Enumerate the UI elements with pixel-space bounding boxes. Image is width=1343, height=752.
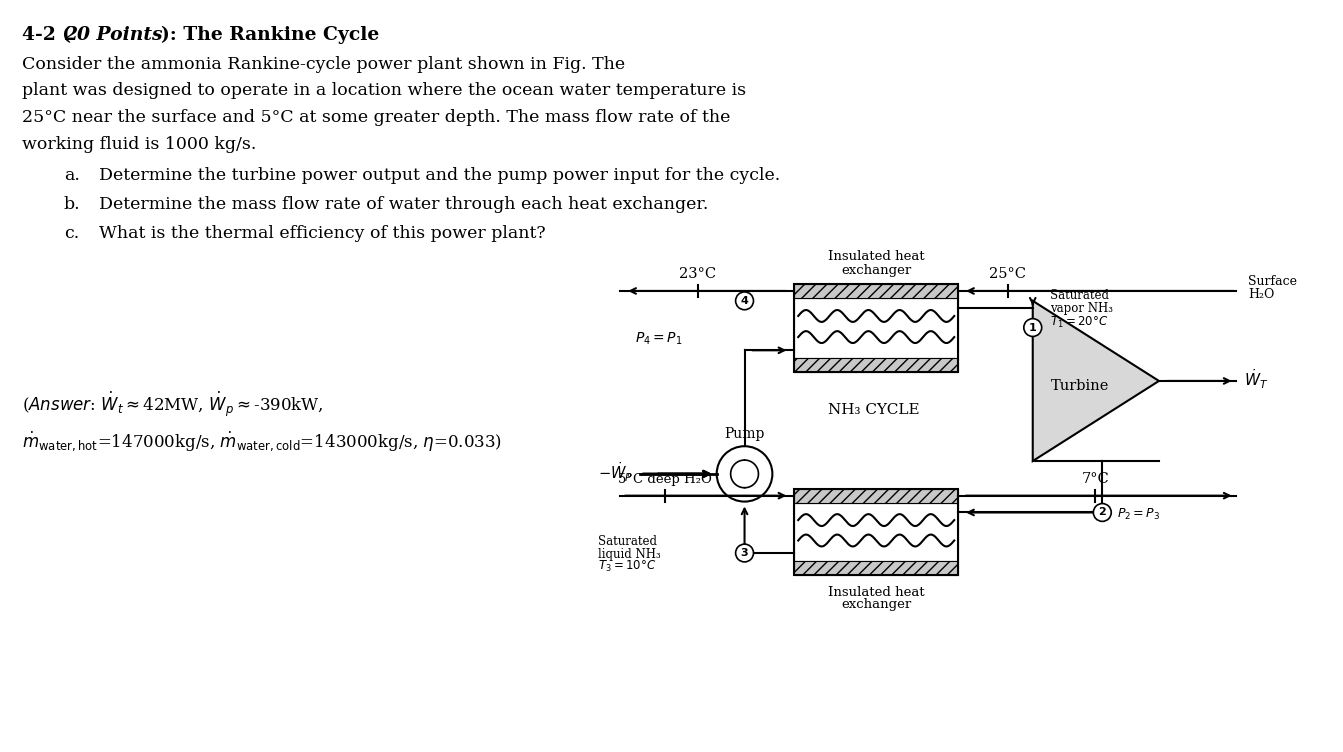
Text: $P_2=P_3$: $P_2=P_3$ xyxy=(1117,507,1160,522)
Text: $-\dot{W}_P$: $-\dot{W}_P$ xyxy=(599,460,634,484)
Text: $T_1 = 20°C$: $T_1 = 20°C$ xyxy=(1050,314,1108,330)
Bar xyxy=(794,284,958,298)
Text: 2: 2 xyxy=(1099,508,1107,517)
Text: c.: c. xyxy=(64,225,79,241)
Text: $T_3 = 10°C$: $T_3 = 10°C$ xyxy=(599,559,657,574)
Circle shape xyxy=(736,544,753,562)
Circle shape xyxy=(717,446,772,502)
Text: 4-2 (: 4-2 ( xyxy=(21,26,71,44)
Text: 1: 1 xyxy=(1029,323,1037,332)
Circle shape xyxy=(1023,319,1042,336)
Text: Determine the turbine power output and the pump power input for the cycle.: Determine the turbine power output and t… xyxy=(98,168,780,184)
Text: NH₃ CYCLE: NH₃ CYCLE xyxy=(827,402,920,417)
Text: Turbine: Turbine xyxy=(1052,379,1109,393)
Bar xyxy=(794,489,958,575)
Text: 3: 3 xyxy=(741,548,748,558)
Circle shape xyxy=(736,292,753,310)
Text: Saturated: Saturated xyxy=(1050,289,1108,302)
Text: ): The Rankine Cycle: ): The Rankine Cycle xyxy=(161,26,380,44)
Text: 20 Points: 20 Points xyxy=(64,26,163,44)
Bar xyxy=(794,489,958,502)
Circle shape xyxy=(1093,504,1111,521)
Text: 25°C: 25°C xyxy=(990,267,1026,281)
Text: ($\it{Answer}$: $\dot{W}_t\approx$42MW, $\dot{W}_p\approx$-390kW,: ($\it{Answer}$: $\dot{W}_t\approx$42MW, … xyxy=(21,390,324,419)
Bar xyxy=(794,298,958,358)
Text: liquid NH₃: liquid NH₃ xyxy=(599,548,661,561)
Text: Insulated heat: Insulated heat xyxy=(827,586,924,599)
Polygon shape xyxy=(1033,301,1159,461)
Text: $P_4=P_1$: $P_4=P_1$ xyxy=(635,330,682,347)
Text: Saturated: Saturated xyxy=(599,535,658,548)
Text: 23°C: 23°C xyxy=(680,267,716,281)
Text: $\dot{m}_{\mathrm{water,hot}}$=147000kg/s, $\dot{m}_{\mathrm{water,cold}}$=14300: $\dot{m}_{\mathrm{water,hot}}$=147000kg/… xyxy=(21,429,502,453)
Text: $\dot{W}_T$: $\dot{W}_T$ xyxy=(1245,367,1269,391)
Bar xyxy=(794,561,958,575)
Text: a.: a. xyxy=(64,168,79,184)
Text: plant was designed to operate in a location where the ocean water temperature is: plant was designed to operate in a locat… xyxy=(21,82,747,99)
Text: exchanger: exchanger xyxy=(841,598,912,611)
Bar xyxy=(794,358,958,372)
Text: Determine the mass flow rate of water through each heat exchanger.: Determine the mass flow rate of water th… xyxy=(98,196,708,213)
Text: Pump: Pump xyxy=(724,427,764,441)
Text: vapor NH₃: vapor NH₃ xyxy=(1050,302,1112,315)
Text: 5°C deep H₂O: 5°C deep H₂O xyxy=(618,473,712,486)
Text: Insulated heat: Insulated heat xyxy=(827,250,924,263)
Text: 25°C near the surface and 5°C at some greater depth. The mass flow rate of the: 25°C near the surface and 5°C at some gr… xyxy=(21,109,731,126)
Text: exchanger: exchanger xyxy=(841,264,912,277)
Bar xyxy=(794,502,958,561)
Text: 4: 4 xyxy=(740,296,748,306)
Text: working fluid is 1000 kg/s.: working fluid is 1000 kg/s. xyxy=(21,135,257,153)
Text: Surface: Surface xyxy=(1249,275,1297,288)
Text: Consider the ammonia Rankine-cycle power plant shown in Fig. The: Consider the ammonia Rankine-cycle power… xyxy=(21,56,626,73)
Text: What is the thermal efficiency of this power plant?: What is the thermal efficiency of this p… xyxy=(98,225,545,241)
Text: b.: b. xyxy=(64,196,81,213)
Text: 7°C: 7°C xyxy=(1081,472,1109,486)
Bar xyxy=(794,284,958,372)
Text: H₂O: H₂O xyxy=(1249,288,1275,301)
